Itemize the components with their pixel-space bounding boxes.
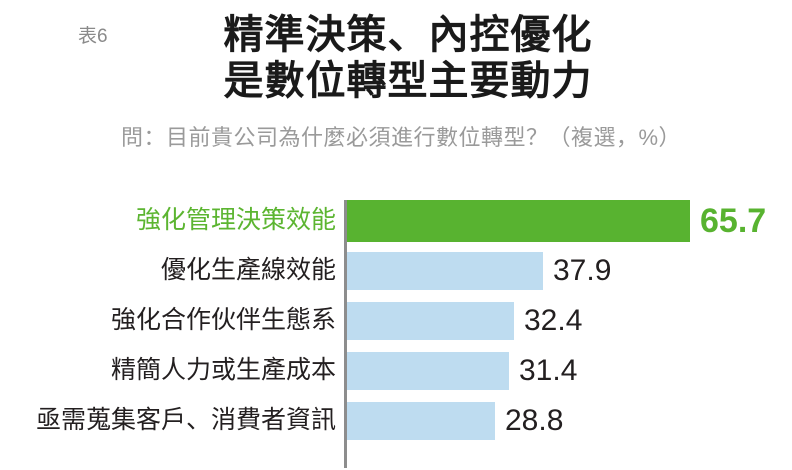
horizontal-bar-chart: 強化管理決策效能 65.7 優化生產線效能 37.9 強化合作伙伴生態系 32.…: [0, 196, 792, 470]
table-number-label: 表6: [78, 26, 108, 47]
bar-value-label: 32.4: [524, 304, 583, 337]
title-line-1: 精準決策、內控優化: [223, 13, 593, 57]
bar-value-label: 31.4: [519, 354, 578, 387]
page-title: 精準決策、內控優化 是數位轉型主要動力: [0, 12, 792, 104]
bar-row: 優化生產線效能 37.9: [0, 248, 792, 298]
title-line-2: 是數位轉型主要動力: [223, 59, 593, 103]
bar-value-label: 65.7: [700, 202, 767, 240]
bar-value-label: 37.9: [553, 254, 612, 287]
bar-category-label: 精簡人力或生產成本: [110, 356, 336, 384]
survey-question-subtitle: 問：目前貴公司為什麼必須進行數位轉型？（複選，%）: [120, 125, 682, 150]
bar-category-label: 亟需蒐集客戶、消費者資訊: [35, 406, 336, 434]
chart-axis-line: [344, 200, 347, 468]
bar-row: 亟需蒐集客戶、消費者資訊 28.8: [0, 398, 792, 448]
bar-segment: [347, 252, 543, 290]
chart-header: 表6 精準決策、內控優化 是數位轉型主要動力 問：目前貴公司為什麼必須進行數位轉…: [0, 0, 792, 172]
bar-segment: [347, 302, 514, 340]
bar-segment: [347, 200, 690, 242]
bar-category-label: 強化管理決策效能: [135, 206, 336, 234]
bar-row: 精簡人力或生產成本 31.4: [0, 348, 792, 398]
bar-row: 強化合作伙伴生態系 32.4: [0, 298, 792, 348]
bar-category-label: 強化合作伙伴生態系: [110, 306, 336, 334]
bar-category-label: 優化生產線效能: [160, 256, 336, 284]
bar-row: 強化管理決策效能 65.7: [0, 198, 792, 248]
bar-value-label: 28.8: [505, 404, 564, 437]
bar-segment: [347, 402, 495, 440]
bar-segment: [347, 352, 509, 390]
